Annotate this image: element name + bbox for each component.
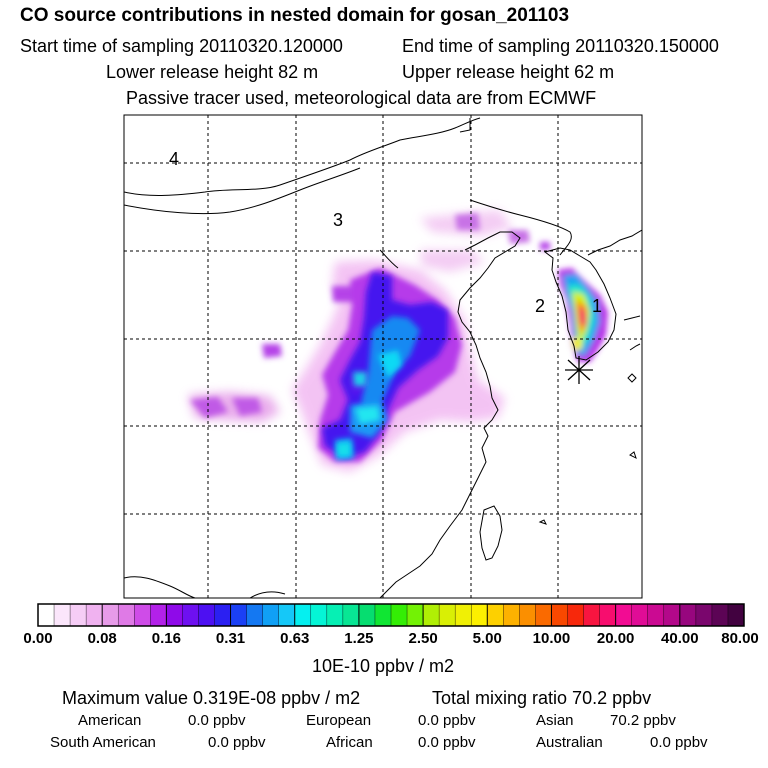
colorbar-cell — [134, 604, 151, 626]
colorbar-cell — [102, 604, 119, 626]
colorbar-cell — [70, 604, 87, 626]
colorbar-cell — [727, 604, 745, 626]
colorbar-cell — [583, 604, 601, 626]
region-south-american-name: South American — [50, 734, 156, 751]
region-asian-name: Asian — [536, 712, 574, 729]
colorbar-cell — [246, 604, 264, 626]
upper-release-label: Upper release height 62 m — [402, 62, 615, 82]
colorbar-cell — [471, 604, 488, 626]
colorbar-cell — [663, 604, 681, 626]
region-label-1: 1 — [592, 296, 602, 316]
colorbar-cell — [38, 604, 55, 626]
colorbar-cell — [407, 604, 424, 626]
colorbar-cell — [647, 604, 665, 626]
colorbar-cell — [278, 604, 296, 626]
colorbar-tick-label: 5.00 — [472, 630, 502, 647]
region-australian-value: 0.0 ppbv — [650, 734, 708, 751]
colorbar-tick-label: 10.00 — [532, 630, 571, 647]
colorbar-cell — [599, 604, 617, 626]
colorbar-cell — [198, 604, 215, 626]
region-australian-name: Australian — [536, 734, 603, 751]
region-european-name: European — [306, 712, 372, 729]
colorbar-tick-label: 2.50 — [408, 630, 438, 647]
plot-frame — [123, 114, 643, 599]
region-african-value: 0.0 ppbv — [418, 734, 476, 751]
colorbar-cell — [310, 604, 328, 626]
colorbar-cell — [535, 604, 552, 626]
region-label-4: 4 — [169, 149, 179, 169]
region-european-value: 0.0 ppbv — [418, 712, 476, 729]
colorbar-cell — [711, 604, 729, 626]
colorbar-cell — [326, 604, 344, 626]
lower-release-label: Lower release height 82 m — [106, 62, 319, 82]
colorbar-cell — [519, 604, 536, 626]
colorbar-cell — [230, 604, 248, 626]
region-label-2: 2 — [535, 296, 545, 316]
colorbar-cell — [567, 604, 585, 626]
colorbar-cell — [262, 604, 280, 626]
colorbar-cell — [342, 604, 360, 626]
region-american-value: 0.0 ppbv — [188, 712, 246, 729]
colorbar-cell — [695, 604, 713, 626]
colorbar-tick-label: 0.16 — [151, 630, 181, 647]
colorbar-tick-label: 0.08 — [87, 630, 117, 647]
colorbar-tick-label: 0.31 — [215, 630, 246, 647]
colorbar-unit-label: 10E-10 ppbv / m2 — [311, 656, 455, 676]
end-time-label: End time of sampling 20110320.150000 — [402, 36, 719, 56]
colorbar-cell — [374, 604, 392, 626]
colorbar-cell — [86, 604, 103, 626]
max-value-text: Maximum value 0.319E-08 ppbv / m2 — [62, 688, 361, 708]
region-asian-value: 70.2 ppbv — [610, 712, 676, 729]
colorbar-tick-label: 20.00 — [596, 630, 635, 647]
receptor-marker — [565, 356, 593, 384]
region-african-name: African — [326, 734, 373, 751]
colorbar-tick-label: 80.00 — [721, 630, 759, 647]
total-mixing-text: Total mixing ratio 70.2 ppbv — [432, 688, 652, 708]
colorbar-cell — [391, 604, 408, 626]
colorbar-cell — [631, 604, 649, 626]
region-label-3: 3 — [333, 210, 343, 230]
colorbar-cell — [423, 604, 440, 626]
colorbar-tick-label: 0.63 — [280, 630, 310, 647]
colorbar-tick-label: 0.00 — [23, 630, 53, 647]
colorbar-cell — [487, 604, 504, 626]
colorbar-cell — [503, 604, 520, 626]
concentration-field — [188, 210, 608, 472]
colorbar-cell — [214, 604, 232, 626]
colorbar-cell — [679, 604, 697, 626]
colorbar-tick-label: 1.25 — [344, 630, 374, 647]
colorbar-cell — [166, 604, 183, 626]
colorbar-cell — [118, 604, 135, 626]
colorbar-cell — [439, 604, 456, 626]
colorbar-cell — [455, 604, 472, 626]
colorbar-tick-label: 40.00 — [661, 630, 699, 647]
colorbar-frame — [37, 603, 745, 627]
lat-lon-grid — [124, 115, 642, 598]
region-american-name: American — [78, 712, 142, 729]
colorbar-cell — [182, 604, 199, 626]
colorbar-cell — [54, 604, 71, 626]
plot-title: CO source contributions in nested domain… — [20, 5, 570, 26]
colorbar-cell — [150, 604, 167, 626]
colorbar — [37, 603, 745, 627]
colorbar-cell — [615, 604, 633, 626]
colorbar-cell — [294, 604, 312, 626]
start-time-label: Start time of sampling 20110320.120000 — [20, 36, 343, 56]
tracer-note: Passive tracer used, meteorological data… — [126, 88, 597, 108]
colorbar-cell — [358, 604, 376, 626]
colorbar-cell — [551, 604, 568, 626]
region-south-american-value: 0.0 ppbv — [208, 734, 266, 751]
